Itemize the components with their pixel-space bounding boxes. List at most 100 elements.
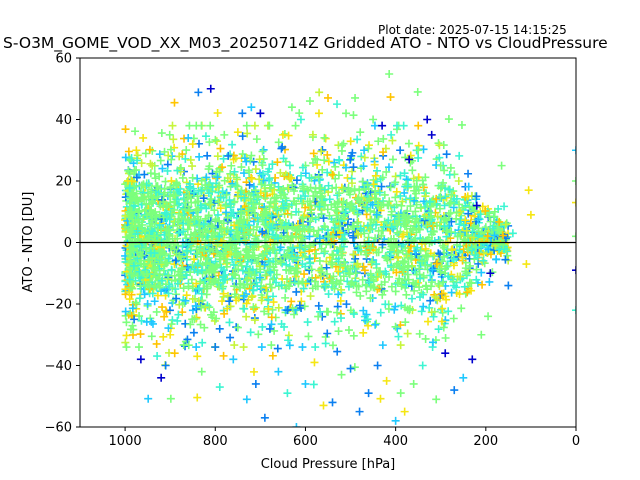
y-axis-label: ATO - NTO [DU] <box>21 192 36 293</box>
data-point <box>350 186 359 195</box>
data-point <box>181 342 190 351</box>
data-point <box>320 223 329 232</box>
data-point <box>320 156 329 165</box>
data-point <box>169 190 178 199</box>
data-point <box>324 232 333 241</box>
data-point <box>250 271 259 280</box>
data-point <box>219 266 228 275</box>
data-point <box>283 389 292 398</box>
data-point <box>184 341 193 350</box>
data-point <box>485 209 494 218</box>
data-point <box>208 183 217 192</box>
data-point <box>381 267 390 276</box>
data-point <box>444 272 453 281</box>
data-point <box>314 109 323 118</box>
data-point <box>240 304 249 313</box>
data-point <box>220 130 229 139</box>
data-point <box>368 200 377 209</box>
data-point <box>395 274 404 283</box>
data-point <box>170 98 179 107</box>
data-point <box>249 203 258 212</box>
data-point <box>247 293 256 302</box>
data-point <box>196 252 205 261</box>
data-point <box>276 256 285 265</box>
data-point <box>447 250 456 259</box>
data-point <box>323 205 332 214</box>
data-point <box>427 308 436 317</box>
data-point <box>173 279 182 288</box>
data-point <box>309 380 318 389</box>
data-point <box>311 215 320 224</box>
data-point <box>193 393 202 402</box>
data-point <box>393 324 402 333</box>
data-point <box>125 199 134 208</box>
data-point <box>144 394 153 403</box>
data-point <box>430 251 439 260</box>
data-point <box>253 213 262 222</box>
data-point <box>310 358 319 367</box>
data-point <box>250 121 259 130</box>
data-point <box>417 257 426 266</box>
data-point <box>184 240 193 249</box>
data-point <box>371 220 380 229</box>
data-point <box>185 183 194 192</box>
data-point <box>435 204 444 213</box>
data-point <box>362 310 371 319</box>
data-point <box>490 231 499 240</box>
data-point <box>371 320 380 329</box>
data-point <box>134 235 143 244</box>
data-point <box>356 291 365 300</box>
data-point <box>319 214 328 223</box>
data-point <box>335 155 344 164</box>
data-point <box>162 203 171 212</box>
x-axis-ticks: 1000 800 600 400 200 0 <box>109 427 580 449</box>
data-point <box>258 147 267 156</box>
data-point <box>184 282 193 291</box>
data-point <box>393 121 402 130</box>
data-point <box>349 223 358 232</box>
x-tick-label: 200 <box>473 434 498 449</box>
data-point <box>390 305 399 314</box>
data-point <box>438 304 447 313</box>
data-point <box>391 193 400 202</box>
data-point <box>409 236 418 245</box>
data-point <box>309 227 318 236</box>
data-point <box>166 198 175 207</box>
data-point <box>164 151 173 160</box>
data-point <box>241 246 250 255</box>
data-point <box>447 288 456 297</box>
data-point <box>121 251 130 260</box>
data-point <box>474 215 483 224</box>
data-point <box>212 261 221 270</box>
data-point <box>251 379 260 388</box>
data-point <box>461 289 470 298</box>
data-point <box>403 182 412 191</box>
data-point <box>456 230 465 239</box>
data-point <box>416 274 425 283</box>
data-point <box>404 275 413 284</box>
data-point <box>336 296 345 305</box>
data-point <box>220 309 229 318</box>
data-point <box>163 166 172 175</box>
data-point <box>200 242 209 251</box>
data-point <box>308 158 317 167</box>
data-point <box>376 394 385 403</box>
data-point <box>229 260 238 269</box>
data-point <box>314 301 323 310</box>
data-point <box>268 305 277 314</box>
data-point <box>431 292 440 301</box>
data-point <box>212 137 221 146</box>
data-point <box>195 226 204 235</box>
data-point <box>419 302 428 311</box>
data-point <box>391 322 400 331</box>
data-point <box>274 182 283 191</box>
data-point <box>287 174 296 183</box>
data-point <box>213 152 222 161</box>
data-point <box>469 233 478 242</box>
data-point <box>403 207 412 216</box>
data-point <box>299 221 308 230</box>
data-point <box>203 254 212 263</box>
data-point <box>123 178 132 187</box>
data-point <box>454 177 463 185</box>
